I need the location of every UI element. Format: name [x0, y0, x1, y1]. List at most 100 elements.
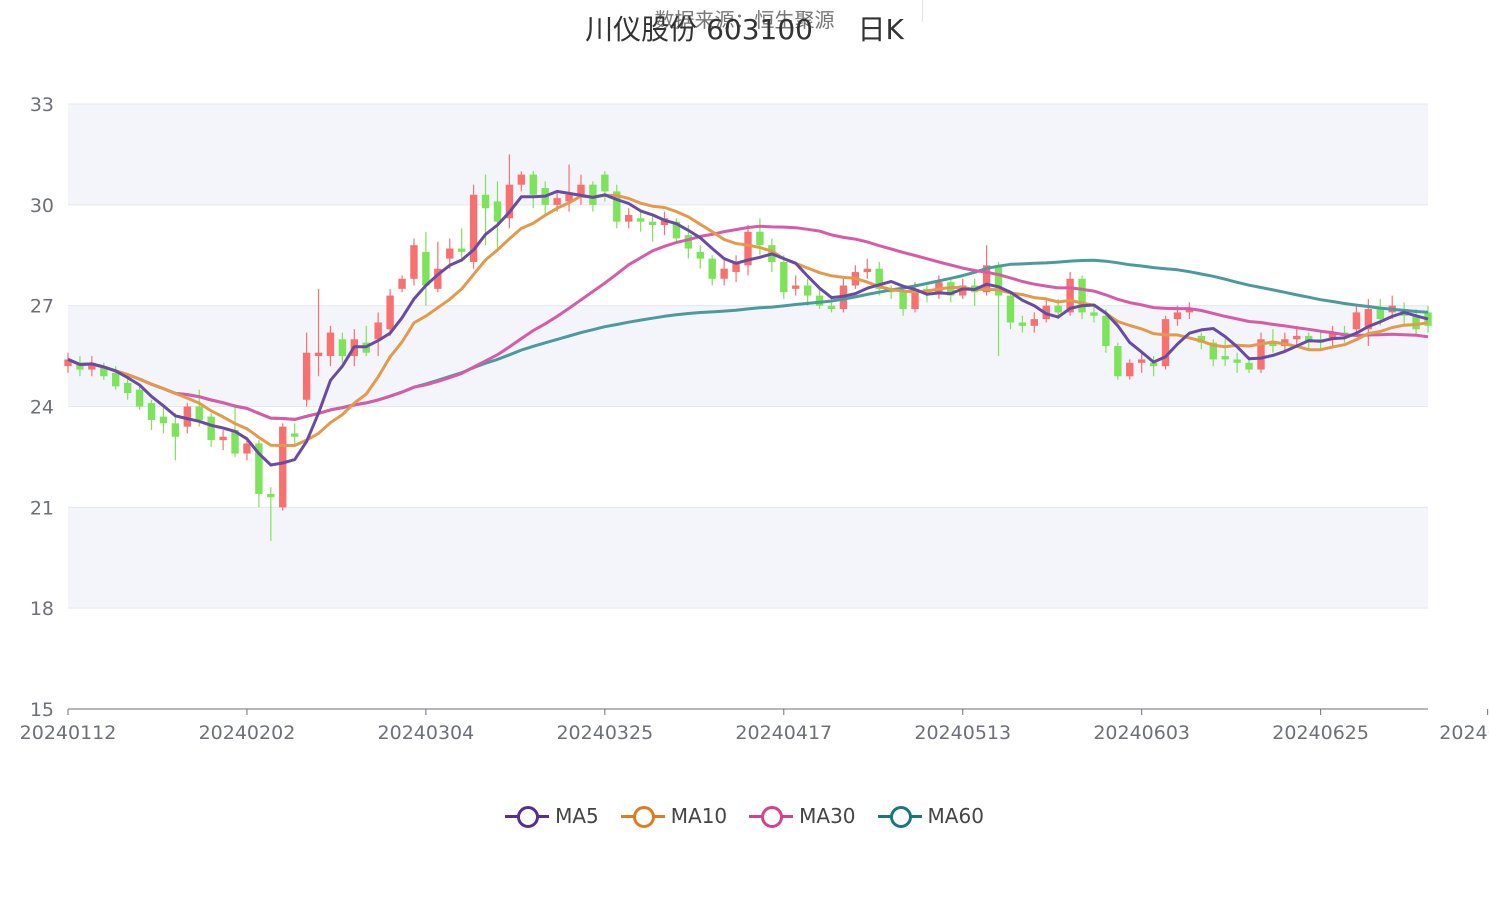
- ma30-swatch-icon: [749, 804, 794, 828]
- x-tick-label: 20240325: [556, 722, 653, 744]
- candle-body: [1126, 362, 1134, 377]
- x-tick-label: 20240603: [1093, 722, 1190, 744]
- legend-item-ma10[interactable]: MA10: [620, 804, 728, 828]
- candle-body: [290, 433, 299, 437]
- candle-body: [1293, 335, 1301, 340]
- candle-body: [374, 322, 382, 340]
- legend-label: MA60: [927, 804, 984, 828]
- candle-body: [1161, 319, 1170, 367]
- candle-body: [636, 218, 645, 222]
- ma10-swatch-icon: [620, 804, 665, 828]
- candle-body: [994, 265, 1003, 296]
- candle-body: [88, 362, 96, 370]
- candle-body: [899, 292, 907, 310]
- ma5-line: [67, 189, 1429, 467]
- candle-body: [135, 389, 144, 407]
- candle-body: [314, 352, 323, 357]
- candle-body: [1006, 295, 1015, 323]
- legend-item-ma5[interactable]: MA5: [505, 804, 599, 828]
- candle-body: [529, 174, 537, 195]
- candle-body: [553, 198, 561, 205]
- candle-body: [159, 416, 168, 424]
- candle-body: [398, 278, 406, 289]
- ma5-swatch-icon: [505, 804, 550, 828]
- candle-body: [613, 191, 621, 222]
- candle-body: [935, 282, 943, 293]
- y-tick-label: 15: [30, 699, 54, 721]
- candle-body: [720, 268, 728, 279]
- candle-body: [792, 285, 800, 289]
- candle-body: [1197, 335, 1206, 343]
- candle-body: [672, 221, 681, 239]
- candle-body: [1257, 339, 1265, 370]
- candle-body: [708, 258, 716, 279]
- candle-body: [863, 268, 871, 273]
- candle-body: [1078, 278, 1086, 313]
- candle-body: [243, 443, 251, 454]
- x-tick-label: 20240513: [914, 722, 1011, 744]
- candle-body: [1149, 362, 1158, 367]
- candle-body: [1352, 312, 1361, 330]
- candle-body: [744, 231, 752, 266]
- y-tick-label: 24: [30, 397, 54, 419]
- candle-body: [565, 194, 573, 202]
- grid-band: [68, 507, 1428, 609]
- ma30-line: [67, 224, 1429, 421]
- legend-label: MA5: [555, 804, 599, 828]
- candle-body: [1090, 312, 1098, 316]
- candle-body: [147, 403, 156, 420]
- candle-body: [195, 406, 203, 420]
- candle-body: [410, 245, 418, 279]
- legend-label: MA10: [670, 804, 728, 828]
- candle-body: [982, 265, 991, 293]
- candle-body: [446, 248, 454, 259]
- legend-item-ma60[interactable]: MA60: [877, 804, 984, 828]
- candle-body: [803, 285, 812, 296]
- candle-body: [1412, 315, 1420, 330]
- candle-body: [959, 285, 967, 296]
- candle-body: [1066, 278, 1074, 313]
- chart-subtitle: 数据来源：恒生聚源: [654, 8, 835, 32]
- candle-body: [171, 423, 180, 437]
- candle-body: [1030, 319, 1039, 326]
- candle-body: [577, 184, 585, 195]
- candle-body: [1233, 359, 1241, 363]
- title-divider: [922, 0, 923, 22]
- candle-body: [1185, 309, 1194, 313]
- candle-body: [815, 295, 824, 306]
- chart-main-title: 川仪股份 603100 日K: [585, 13, 904, 46]
- candle-body: [601, 174, 609, 192]
- y-tick-label: 33: [30, 94, 54, 116]
- candle-body: [338, 339, 347, 357]
- candle-body: [732, 261, 740, 273]
- y-tick-label: 30: [30, 195, 54, 217]
- candle-body: [112, 372, 120, 387]
- x-tick-label: 20240715: [1439, 722, 1489, 744]
- candle-body: [422, 251, 430, 286]
- candle-body: [1137, 359, 1146, 363]
- candle-body: [827, 305, 836, 310]
- x-tick-label: 20240112: [20, 722, 117, 744]
- candle-body: [255, 443, 263, 494]
- candle-body: [684, 235, 693, 249]
- candle-body: [1102, 315, 1110, 346]
- candle-body: [207, 416, 215, 441]
- y-tick-label: 21: [30, 497, 54, 519]
- candle-body: [326, 332, 335, 357]
- y-tick-label: 18: [30, 598, 54, 620]
- candle-body: [493, 201, 502, 222]
- candle-body: [100, 366, 108, 377]
- ma10-line: [67, 193, 1429, 447]
- candle-body: [517, 174, 526, 185]
- candle-body: [1245, 362, 1253, 370]
- legend: MA5 MA10 MA30 MA60: [0, 804, 1489, 828]
- candle-body: [696, 251, 704, 259]
- candle-body: [1424, 312, 1432, 326]
- candle-body: [589, 184, 597, 205]
- candle-body: [1376, 309, 1384, 320]
- legend-item-ma30[interactable]: MA30: [749, 804, 856, 828]
- candle-body: [875, 268, 883, 289]
- candle-body: [76, 362, 84, 370]
- candle-body: [1173, 312, 1182, 320]
